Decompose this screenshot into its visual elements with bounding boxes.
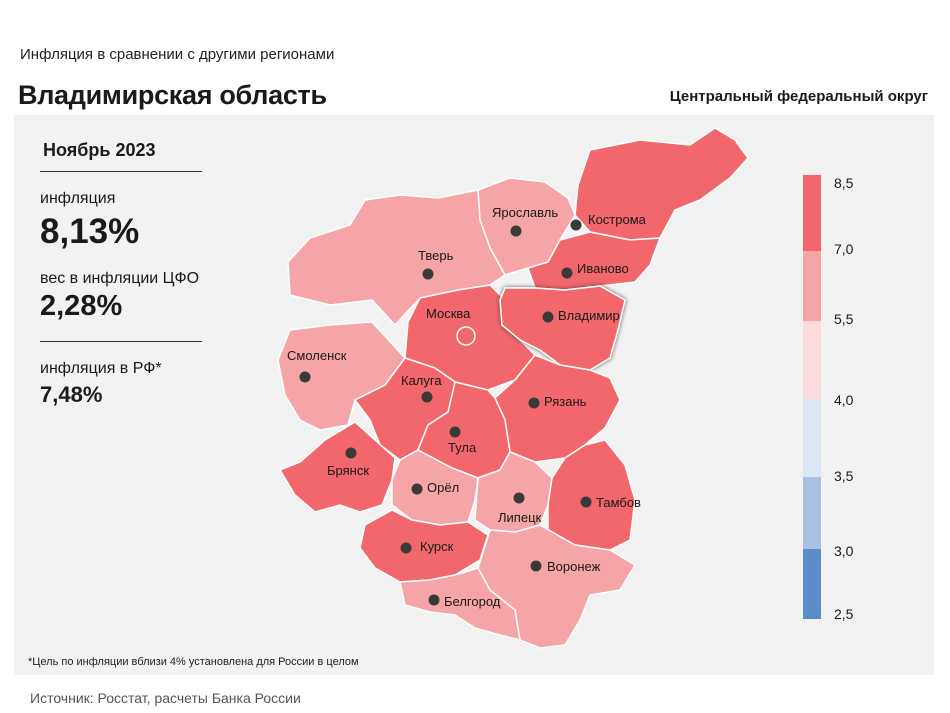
city-dot-orel (411, 483, 423, 495)
city-dot-vladimir (542, 311, 554, 323)
city-label-belgorod: Белгород (444, 594, 501, 609)
moscow-city-marker (456, 326, 476, 346)
city-dot-kursk (400, 542, 412, 554)
district-name: Центральный федеральный округ (669, 88, 928, 105)
city-label-moscow: Москва (426, 306, 471, 321)
city-dot-ivanovo (561, 267, 573, 279)
city-dot-bryansk (345, 447, 357, 459)
city-label-smolensk: Смоленск (287, 348, 347, 363)
city-label-lipetsk: Липецк (498, 510, 542, 525)
city-label-tula: Тула (448, 440, 477, 455)
legend-band-high (803, 175, 821, 251)
city-dot-kostroma (570, 219, 582, 231)
city-dot-smolensk (299, 371, 311, 383)
source-note: Источник: Росстат, расчеты Банка России (30, 690, 301, 706)
city-dot-ryazan (528, 397, 540, 409)
legend-tick-4-0: 4,0 (834, 392, 854, 408)
legend-tick-2-5: 2,5 (834, 606, 854, 622)
page-title: Владимирская область (18, 80, 327, 110)
legend-tick-8-5: 8,5 (834, 175, 854, 191)
city-label-tver: Тверь (418, 248, 454, 263)
city-dot-tver (422, 268, 434, 280)
footnote: *Цель по инфляции вблизи 4% установлена … (28, 656, 359, 668)
legend-band-blue1 (803, 399, 821, 477)
subtitle: Инфляция в сравнении с другими регионами (20, 46, 335, 63)
region-belgorod[interactable] (399, 567, 521, 642)
city-label-kostroma: Кострома (588, 212, 647, 227)
city-dot-tula (449, 426, 461, 438)
city-dot-belgorod (428, 594, 440, 606)
legend-tick-7-0: 7,0 (834, 241, 854, 257)
city-label-orel: Орёл (427, 480, 459, 495)
city-label-kursk: Курск (420, 539, 454, 554)
city-dot-yaroslavl (510, 225, 522, 237)
city-label-bryansk: Брянск (327, 463, 369, 478)
city-label-ivanovo: Иваново (577, 261, 629, 276)
region-tambov[interactable] (547, 439, 636, 551)
city-label-vladimir: Владимир (558, 308, 620, 323)
inflation-value: 8,13% (40, 212, 140, 251)
legend-tick-5-5: 5,5 (834, 311, 854, 327)
city-label-voronezh: Воронеж (547, 559, 601, 574)
city-dot-lipetsk (513, 492, 525, 504)
city-label-ryazan: Рязань (544, 394, 587, 409)
legend-band-mid (803, 251, 821, 321)
region-kostroma[interactable] (574, 127, 749, 241)
region-smolensk[interactable] (277, 321, 406, 431)
legend-band-low (803, 321, 821, 399)
weight-value: 2,28% (40, 290, 123, 322)
legend-band-blue3 (803, 549, 821, 619)
city-dot-kaluga (421, 391, 433, 403)
info-block: Ноябрь 2023 инфляция 8,13% вес в инфляци… (40, 140, 202, 408)
legend-scale: 8,5 7,0 5,5 4,0 3,5 3,0 2,5 (803, 175, 854, 622)
city-dot-tambov (580, 496, 592, 508)
region-ivanovo[interactable] (527, 231, 662, 291)
info-divider (40, 341, 202, 342)
region-bryansk[interactable] (278, 421, 396, 513)
weight-label: вес в инфляции ЦФО (40, 270, 200, 287)
city-dot-voronezh (530, 560, 542, 572)
legend-tick-3-0: 3,0 (834, 543, 854, 559)
inflation-label: инфляция (40, 190, 116, 207)
rf-inflation-label: инфляция в РФ* (40, 360, 162, 377)
city-label-yaroslavl: Ярославль (492, 205, 558, 220)
region-vladimir[interactable] (499, 285, 626, 371)
city-label-kaluga: Калуга (401, 373, 442, 388)
legend-tick-3-5: 3,5 (834, 468, 854, 484)
rf-inflation-value: 7,48% (40, 382, 103, 407)
period-label: Ноябрь 2023 (40, 140, 202, 172)
legend-band-blue2 (803, 477, 821, 549)
city-label-tambov: Тамбов (596, 495, 641, 510)
